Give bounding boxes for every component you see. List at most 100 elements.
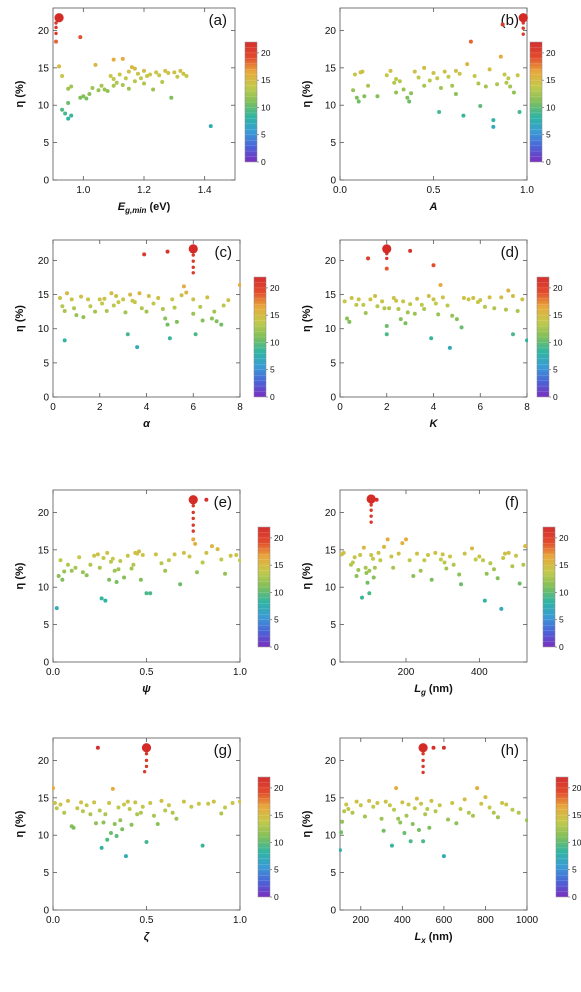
data-point (491, 810, 496, 815)
x-tick-label: 200 (398, 667, 415, 678)
data-point (416, 827, 421, 832)
data-point (475, 786, 480, 791)
data-point (114, 80, 119, 85)
data-point (404, 537, 408, 542)
data-point (403, 321, 408, 326)
best-point (54, 13, 64, 23)
data-point (473, 557, 478, 562)
colorbar-tick-label: 20 (559, 533, 569, 543)
data-point (525, 818, 528, 823)
y-axis-label: η (%) (301, 810, 313, 837)
data-point (165, 322, 170, 327)
data-point (142, 81, 146, 86)
data-point (394, 786, 399, 791)
y-axis-label: η (%) (14, 80, 26, 107)
data-point (451, 562, 456, 567)
data-point (503, 307, 508, 312)
data-point (483, 84, 488, 89)
data-point (169, 95, 174, 100)
data-point (58, 558, 63, 563)
data-point (389, 554, 394, 559)
data-point (415, 296, 420, 301)
data-point (116, 300, 121, 305)
colorbar: 0 5 10 15 20 (536, 276, 563, 402)
colorbar-gradient (542, 526, 556, 648)
data-point (457, 71, 462, 76)
panel-label: (g) (214, 742, 232, 759)
data-point (156, 296, 161, 301)
data-point (448, 554, 452, 559)
data-point (521, 562, 526, 567)
data-point (170, 297, 175, 302)
data-point (375, 801, 380, 806)
data-point (510, 564, 515, 569)
data-point (367, 798, 372, 803)
data-point (108, 74, 113, 79)
data-point (99, 596, 104, 601)
top-point (521, 32, 525, 36)
x-tick-label: 200 (352, 915, 369, 926)
data-point (387, 306, 392, 311)
data-points (58, 249, 241, 350)
colorbar-tick-label: 0 (572, 892, 577, 902)
data-point (215, 547, 220, 552)
colorbar-tick-label: 0 (270, 392, 275, 402)
data-point (406, 802, 411, 807)
data-point (129, 566, 134, 571)
top-point (421, 758, 425, 763)
data-point (483, 795, 488, 800)
colorbar-tick-label: 10 (572, 837, 581, 847)
colorbar-tick-label: 10 (553, 337, 563, 347)
data-point (66, 100, 71, 105)
data-point (116, 567, 121, 572)
x-tick-label: 400 (471, 667, 488, 678)
data-point (498, 54, 503, 59)
data-point (438, 557, 443, 562)
data-point (135, 812, 140, 817)
data-point (466, 810, 471, 815)
data-point (454, 821, 459, 826)
data-point (204, 497, 209, 502)
data-point (510, 807, 515, 812)
data-point (416, 75, 421, 80)
data-point (362, 814, 367, 819)
data-point (234, 553, 239, 558)
x-tick-label: 1.0 (233, 667, 247, 678)
top-point (369, 520, 373, 524)
data-point (431, 263, 436, 268)
y-tick-label: 15 (325, 793, 337, 804)
data-point (354, 799, 359, 804)
data-point (373, 293, 378, 298)
data-point (391, 565, 396, 570)
data-point (354, 95, 359, 100)
data-point (135, 71, 140, 76)
data-point (52, 801, 57, 806)
y-tick-label: 5 (43, 358, 49, 369)
colorbar-gradient (529, 41, 543, 163)
data-point (458, 807, 463, 812)
data-point (401, 299, 406, 304)
data-point (172, 305, 177, 310)
best-point (141, 743, 152, 753)
data-point (122, 802, 127, 807)
x-tick-label: 1.2 (137, 185, 151, 196)
data-point (440, 552, 445, 557)
data-points (54, 497, 241, 611)
colorbar-tick-label: 0 (274, 892, 279, 902)
data-point (69, 568, 74, 573)
data-points (52, 745, 241, 859)
data-point (441, 854, 446, 859)
data-point (96, 88, 101, 93)
y-tick-label: 10 (325, 324, 337, 335)
data-point (426, 553, 430, 558)
data-point (356, 297, 361, 302)
top-point (369, 503, 373, 507)
data-point (60, 74, 65, 79)
top-point (144, 764, 149, 769)
data-point (422, 558, 427, 563)
y-tick-label: 10 (325, 583, 337, 594)
data-points (351, 21, 525, 129)
data-point (100, 301, 105, 306)
data-point (208, 124, 213, 129)
data-point (111, 83, 116, 88)
